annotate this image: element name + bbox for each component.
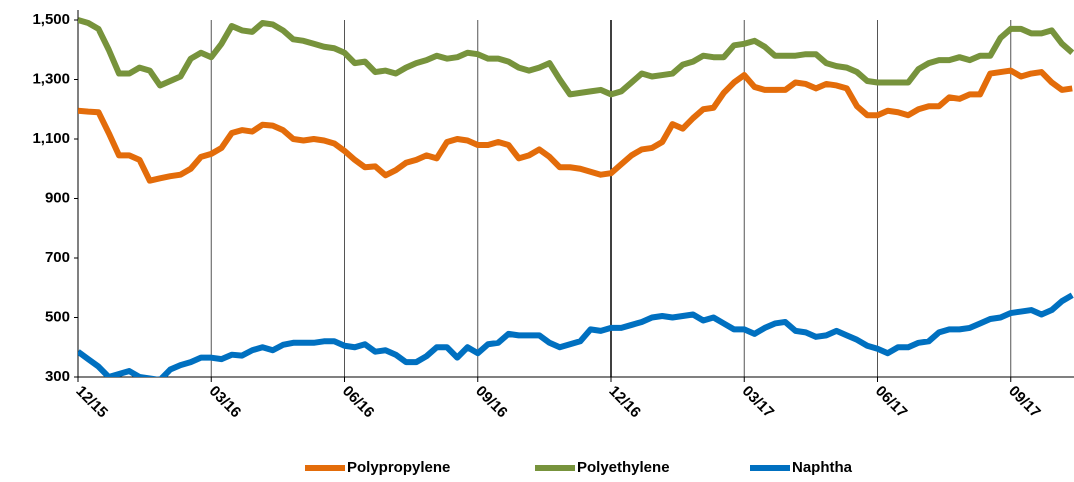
plot-area [78,17,1074,377]
x-tick-label: 03/17 [739,383,778,422]
y-tick-label: 900 [45,189,70,206]
series-line [78,67,1073,184]
legend-label: Polyethylene [577,459,670,476]
legend-label: Polypropylene [347,459,450,476]
series-line [78,292,1074,377]
y-tick-label: 300 [45,368,70,385]
x-tick-label: 09/17 [1005,383,1044,422]
legend-label: Naphtha [792,459,853,476]
x-tick-label: 06/17 [872,383,911,422]
y-tick-label: 1,500 [32,11,70,28]
y-tick-label: 1,100 [32,130,70,147]
x-tick-label: 12/15 [72,383,111,422]
y-tick-label: 500 [45,308,70,325]
y-tick-label: 1,300 [32,70,70,87]
y-tick-label: 700 [45,249,70,266]
x-tick-label: 06/16 [339,383,378,422]
x-tick-label: 09/16 [472,383,511,422]
series-line [78,17,1074,98]
x-tick-label: 03/16 [206,383,245,422]
x-tick-label: 12/16 [605,383,644,422]
